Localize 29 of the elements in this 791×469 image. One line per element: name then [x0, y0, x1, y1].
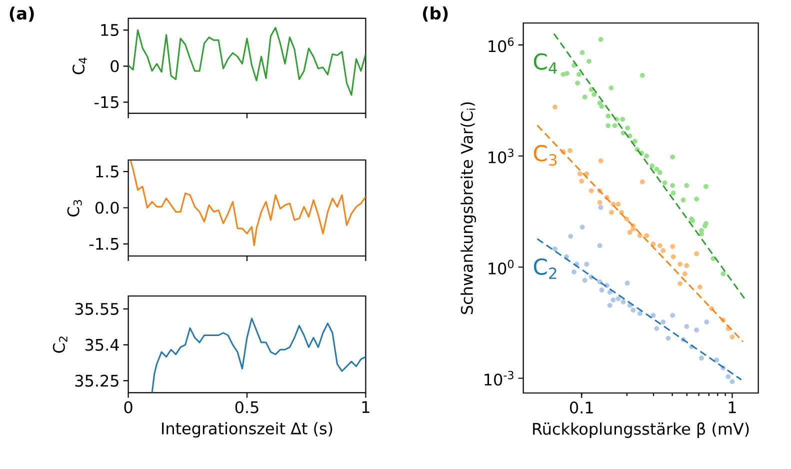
- series-label: C$_{4}$: [534, 53, 557, 74]
- series-label: C$_{3}$: [534, 144, 557, 166]
- chart-title: (b): [422, 6, 448, 22]
- x-tick-label: 1: [728, 402, 736, 414]
- y-tick-label: 35.4: [86, 338, 119, 351]
- x-tick-label: 0.1: [570, 402, 593, 414]
- y-tick-label: 35.55: [75, 302, 118, 315]
- x-tick-label: 0: [124, 401, 132, 414]
- chart-title: (a): [10, 6, 34, 22]
- y-tick-label: 10$^{0}$: [488, 260, 514, 275]
- y-tick-label: 0.0: [95, 202, 119, 214]
- y-axis-title: C$_{3}$: [67, 200, 82, 216]
- y-axis-title: C$_{2}$: [52, 336, 68, 353]
- y-tick-label: 10$^{-3}$: [484, 370, 514, 386]
- y-tick-label: 35.25: [75, 374, 118, 387]
- x-tick-label: 0.5: [235, 401, 258, 414]
- series-label: C$_{2}$: [534, 258, 556, 279]
- y-tick-label: 15: [101, 24, 118, 36]
- x-axis-title: Rückkoplungsstärke β (mV): [533, 422, 749, 438]
- y-axis-title: Schwankungsbreite Var(C$_{i}$): [460, 102, 476, 314]
- x-tick-label: 1: [362, 401, 370, 413]
- y-tick-label: 1.5: [96, 166, 118, 178]
- y-tick-label: 10$^{3}$: [488, 148, 514, 164]
- x-axis-title: Integrationszeit Δt (s): [162, 422, 332, 438]
- y-axis-title: C$_{4}$: [72, 58, 87, 74]
- y-tick-label: -15: [94, 96, 118, 108]
- y-tick-label: 0: [110, 60, 119, 72]
- y-tick-label: 10$^{6}$: [488, 38, 514, 52]
- y-tick-label: -1.5: [89, 238, 118, 250]
